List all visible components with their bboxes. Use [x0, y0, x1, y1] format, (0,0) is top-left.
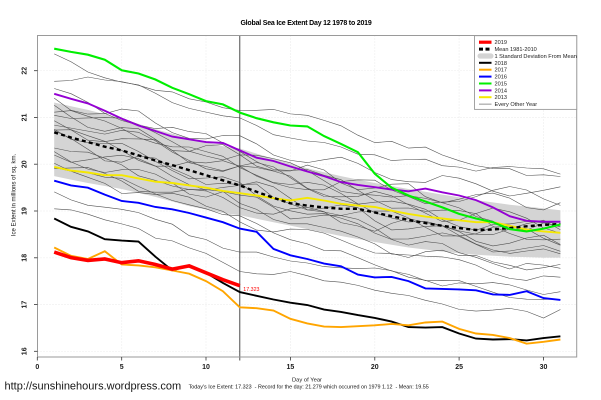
svg-text:20: 20 [371, 364, 379, 371]
svg-text:2018: 2018 [495, 61, 507, 67]
svg-text:25: 25 [455, 364, 463, 371]
svg-text:17.323: 17.323 [243, 287, 259, 293]
svg-text:2017: 2017 [495, 68, 507, 74]
svg-text:1 Standard Deviation From Mean: 1 Standard Deviation From Mean [495, 54, 577, 60]
svg-text:http://sunshinehours.wordpress: http://sunshinehours.wordpress.com [5, 381, 182, 393]
svg-text:21: 21 [22, 114, 29, 122]
svg-text:16: 16 [22, 347, 29, 355]
svg-text:22: 22 [22, 67, 29, 75]
svg-text:2019: 2019 [495, 40, 507, 46]
svg-text:19: 19 [22, 207, 29, 215]
svg-text:20: 20 [22, 160, 29, 168]
svg-text:2016: 2016 [495, 75, 507, 81]
svg-text:Every Other Year: Every Other Year [495, 102, 538, 108]
svg-text:Ice Extent in millions of sq.: Ice Extent in millions of sq. km. [12, 153, 18, 236]
svg-text:Day of Year: Day of Year [292, 378, 322, 384]
svg-text:2013: 2013 [495, 95, 507, 101]
svg-text:Global Sea Ice Extent Day 12 1: Global Sea Ice Extent Day 12 1978 to 201… [240, 20, 371, 27]
svg-text:10: 10 [202, 364, 210, 371]
svg-text:30: 30 [540, 364, 548, 371]
svg-text:2014: 2014 [495, 88, 507, 94]
svg-text:18: 18 [22, 254, 29, 262]
svg-text:2015: 2015 [495, 82, 507, 88]
svg-text:5: 5 [120, 364, 124, 371]
svg-text:17: 17 [22, 301, 29, 309]
svg-text:Mean 1981-2010: Mean 1981-2010 [495, 47, 537, 53]
svg-text:15: 15 [287, 364, 295, 371]
svg-text:Today's Ice Extent: 17.323 -: Today's Ice Extent: 17.323 - Record for … [189, 385, 429, 391]
svg-text:0: 0 [35, 364, 39, 371]
